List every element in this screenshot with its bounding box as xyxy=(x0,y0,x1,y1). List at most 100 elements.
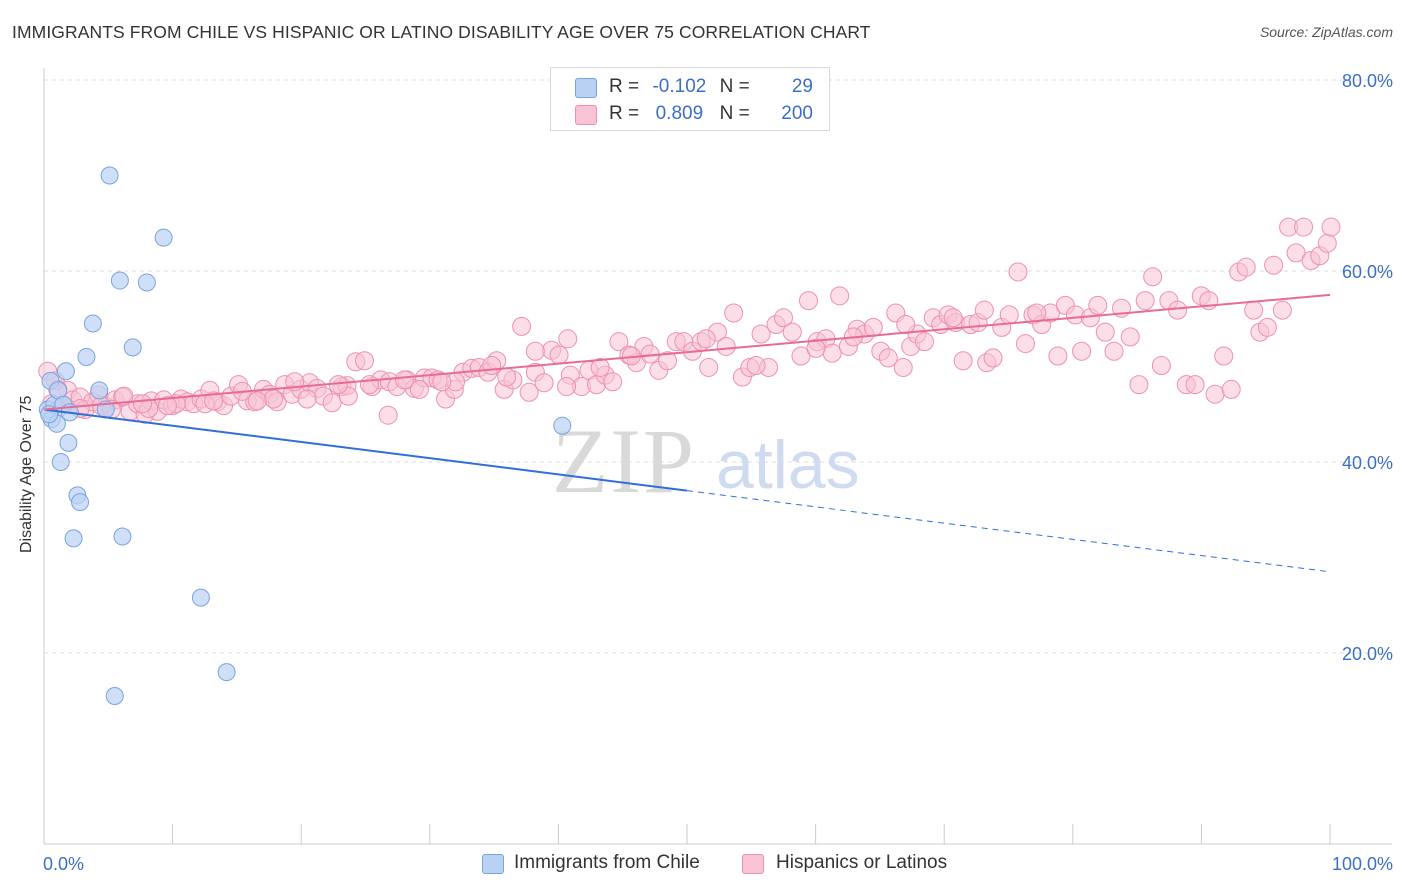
data-point-hispanics xyxy=(603,372,623,392)
data-point-hispanics xyxy=(1185,375,1205,395)
legend-swatch-blue xyxy=(575,78,597,98)
data-point-hispanics xyxy=(774,308,794,328)
data-point-hispanics xyxy=(696,329,716,349)
data-point-hispanics xyxy=(782,322,802,342)
data-point-hispanics xyxy=(1015,334,1035,354)
data-point-hispanics xyxy=(1286,243,1306,263)
legend-n-label: N = xyxy=(719,103,750,124)
data-point-chile xyxy=(137,273,156,292)
data-point-chile xyxy=(113,527,132,546)
trend-line-chile xyxy=(43,408,688,492)
data-point-hispanics xyxy=(394,370,414,390)
data-point-chile xyxy=(123,338,142,357)
data-point-hispanics xyxy=(525,341,545,361)
x-tick-label: 0.0% xyxy=(43,854,84,874)
legend-swatch-pink xyxy=(575,105,597,125)
data-point-hispanics xyxy=(1321,217,1341,237)
watermark: ZIP atlas xyxy=(552,410,860,512)
data-point-hispanics xyxy=(878,348,898,368)
watermark-atlas: atlas xyxy=(716,427,860,503)
bottom-legend-label: Hispanics or Latinos xyxy=(776,852,948,873)
data-point-hispanics xyxy=(999,305,1019,325)
y-tick-labels: 20.0% 40.0% 60.0% 80.0% xyxy=(1342,71,1393,664)
data-point-hispanics xyxy=(1095,322,1115,342)
x-tick-label: 100.0% xyxy=(1332,854,1393,874)
legend-text: R = 0.809 N = 200 xyxy=(609,103,813,125)
data-point-hispanics xyxy=(1088,295,1108,315)
data-point-chile xyxy=(90,381,109,400)
data-point-chile xyxy=(51,453,70,471)
data-point-hispanics xyxy=(1048,346,1068,366)
y-axis-label: Disability Age Over 75 xyxy=(18,395,35,553)
data-point-hispanics xyxy=(1027,303,1047,323)
data-point-chile xyxy=(110,271,129,290)
data-point-hispanics xyxy=(1205,384,1225,404)
data-point-hispanics xyxy=(716,336,736,356)
data-point-hispanics xyxy=(1244,300,1264,320)
data-point-hispanics xyxy=(1214,346,1234,366)
source-label: Source: ZipAtlas.com xyxy=(1259,24,1393,40)
data-point-hispanics xyxy=(863,317,883,337)
y-tick-label: 60.0% xyxy=(1342,262,1393,282)
data-point-hispanics xyxy=(1129,375,1149,395)
y-tick-label: 20.0% xyxy=(1342,644,1393,664)
y-tick-label: 80.0% xyxy=(1342,71,1393,91)
data-point-hispanics xyxy=(1008,262,1028,282)
data-point-hispanics xyxy=(1272,300,1292,320)
data-point-hispanics xyxy=(114,386,134,406)
data-point-hispanics xyxy=(263,389,283,409)
data-point-hispanics xyxy=(1257,317,1277,337)
data-point-hispanics xyxy=(519,382,539,402)
data-point-chile xyxy=(56,362,75,381)
bottom-legend-label: Immigrants from Chile xyxy=(514,852,700,873)
data-point-hispanics xyxy=(409,379,429,399)
data-point-hispanics xyxy=(724,303,744,323)
series-chile-points xyxy=(38,166,572,705)
y-tick-label: 40.0% xyxy=(1342,453,1393,473)
data-point-chile xyxy=(83,314,102,333)
data-point-hispanics xyxy=(751,324,771,344)
x-tick-labels: 0.0% 100.0% xyxy=(43,854,1393,874)
data-point-hispanics xyxy=(557,377,577,397)
data-point-hispanics xyxy=(549,345,569,365)
data-point-hispanics xyxy=(558,329,578,349)
data-point-hispanics xyxy=(1104,341,1124,361)
data-point-hispanics xyxy=(1317,233,1337,253)
data-point-hispanics xyxy=(791,346,811,366)
data-point-hispanics xyxy=(157,396,177,416)
data-point-hispanics xyxy=(247,391,267,411)
data-point-hispanics xyxy=(1151,356,1171,376)
data-point-hispanics xyxy=(1236,257,1256,277)
legend-r-label: R = xyxy=(609,76,640,97)
data-point-hispanics xyxy=(983,348,1003,368)
data-point-chile xyxy=(191,588,210,607)
legend-n-label: N = xyxy=(719,76,750,97)
series-hispanics-points xyxy=(38,217,1341,425)
data-point-hispanics xyxy=(806,338,826,358)
data-point-hispanics xyxy=(322,393,342,413)
legend: R = -0.102 N = 29 R = 0.809 N = 200 xyxy=(550,67,830,131)
data-point-hispanics xyxy=(830,286,850,306)
data-point-hispanics xyxy=(893,357,913,377)
data-point-hispanics xyxy=(953,351,973,371)
data-point-hispanics xyxy=(1168,300,1188,320)
data-point-hispanics xyxy=(699,357,719,377)
data-point-chile xyxy=(105,686,124,705)
watermark-zip: ZIP xyxy=(552,410,696,512)
data-point-hispanics xyxy=(943,308,963,328)
data-point-hispanics xyxy=(1120,327,1140,347)
data-point-hispanics xyxy=(609,332,629,352)
legend-r-value: 0.809 xyxy=(655,103,704,124)
bottom-legend-swatch-pink xyxy=(742,854,764,874)
data-point-hispanics xyxy=(974,300,994,320)
data-point-chile xyxy=(100,166,119,185)
data-point-hispanics xyxy=(1294,217,1314,237)
data-point-hispanics xyxy=(378,405,398,425)
grid xyxy=(44,79,1392,654)
data-point-hispanics xyxy=(590,357,610,377)
legend-n-value: 200 xyxy=(781,103,813,124)
data-point-hispanics xyxy=(133,394,153,414)
data-point-hispanics xyxy=(359,375,379,395)
data-point-hispanics xyxy=(746,356,766,376)
